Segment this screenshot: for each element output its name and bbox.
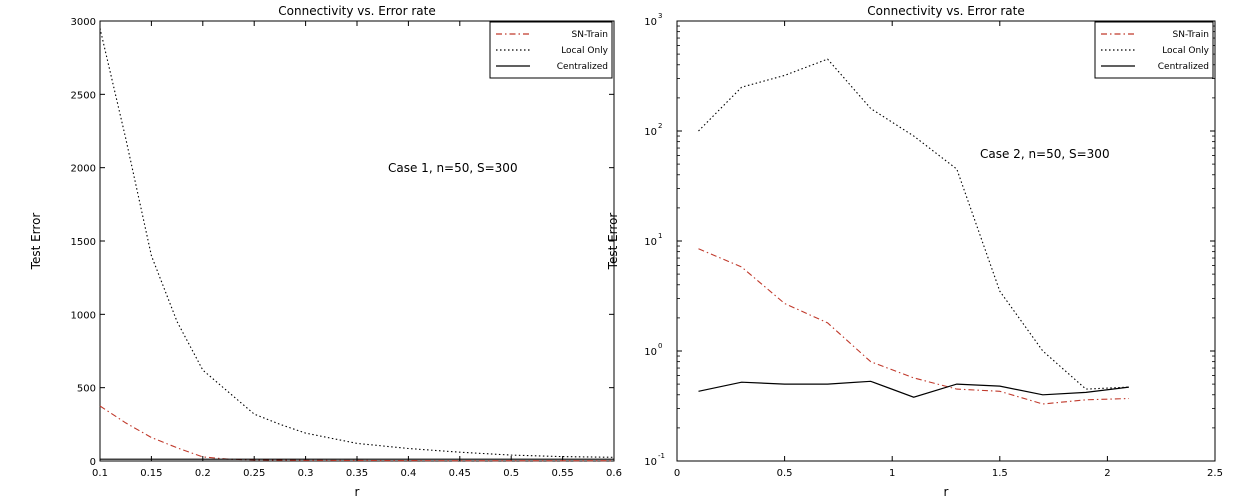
legend-label: Local Only (1162, 46, 1209, 56)
y-tick-label: 10 (644, 457, 657, 468)
y-tick-label: 10 (644, 17, 657, 28)
x-tick-label: 0.3 (298, 468, 314, 479)
case-annotation: Case 1, n=50, S=300 (388, 161, 518, 175)
x-tick-label: 2.5 (1207, 468, 1223, 479)
case-annotation: Case 2, n=50, S=300 (980, 147, 1110, 161)
x-tick-label: 0.2 (195, 468, 211, 479)
y-tick-label: 1500 (71, 237, 96, 248)
x-axis-label: r (944, 485, 949, 499)
x-axis-label: r (355, 485, 360, 499)
chart-2: Connectivity vs. Error rate r Test Error 0 0… (606, 4, 1223, 499)
legend-label: Local Only (561, 46, 608, 56)
y-tick-label: 2500 (71, 90, 96, 101)
series-line-centralized (699, 381, 1129, 397)
x-tick-label: 0.5 (503, 468, 519, 479)
x-tick-label: 0 (674, 468, 680, 479)
series-line-sn-train (699, 249, 1129, 404)
y-tick-label: 3000 (71, 17, 96, 28)
x-tick-label: 2 (1104, 468, 1110, 479)
y-tick-label: 500 (77, 384, 96, 395)
x-tick-label: 0.55 (551, 468, 573, 479)
y-tick-label: 10 (644, 237, 657, 248)
y-axis-label: Test Error (606, 213, 620, 271)
x-tick-label: 0.4 (400, 468, 416, 479)
legend-label: Centralized (557, 62, 608, 72)
y-tick-exponent: -1 (658, 452, 665, 460)
legend-label: SN-Train (1173, 30, 1209, 40)
y-axis-label: Test Error (29, 213, 43, 271)
x-tick-label: 0.45 (449, 468, 471, 479)
y-tick-exponent: 2 (658, 122, 662, 130)
y-tick-label: 0 (90, 457, 96, 468)
series-line-local-only (699, 59, 1129, 389)
axes-box (100, 21, 614, 461)
x-tick-label: 0.35 (346, 468, 368, 479)
x-tick-label: 0.6 (606, 468, 622, 479)
x-tick-label: 0.1 (92, 468, 108, 479)
y-tick-label: 2000 (71, 164, 96, 175)
series-line-sn-train (100, 406, 614, 461)
x-tick-label: 0.5 (777, 468, 793, 479)
y-tick-label: 10 (644, 347, 657, 358)
series-line-local-only (100, 28, 614, 457)
y-tick-exponent: 1 (658, 232, 662, 240)
y-tick-label: 1000 (71, 310, 96, 321)
legend: SN-Train Local Only Centralized (490, 22, 612, 78)
y-tick-exponent: 3 (658, 12, 662, 20)
chart-title: Connectivity vs. Error rate (867, 4, 1024, 18)
legend: SN-Train Local Only Centralized (1095, 22, 1213, 78)
legend-label: SN-Train (572, 30, 608, 40)
legend-label: Centralized (1158, 62, 1209, 72)
axes-box (677, 21, 1215, 461)
x-tick-label: 0.25 (243, 468, 265, 479)
x-tick-label: 1.5 (992, 468, 1008, 479)
y-tick-exponent: 0 (658, 342, 662, 350)
chart-1: Connectivity vs. Error rate r Test Error 0.… (29, 4, 622, 499)
x-tick-label: 0.15 (140, 468, 162, 479)
y-tick-label: 10 (644, 127, 657, 138)
x-tick-label: 1 (889, 468, 895, 479)
chart-title: Connectivity vs. Error rate (278, 4, 435, 18)
